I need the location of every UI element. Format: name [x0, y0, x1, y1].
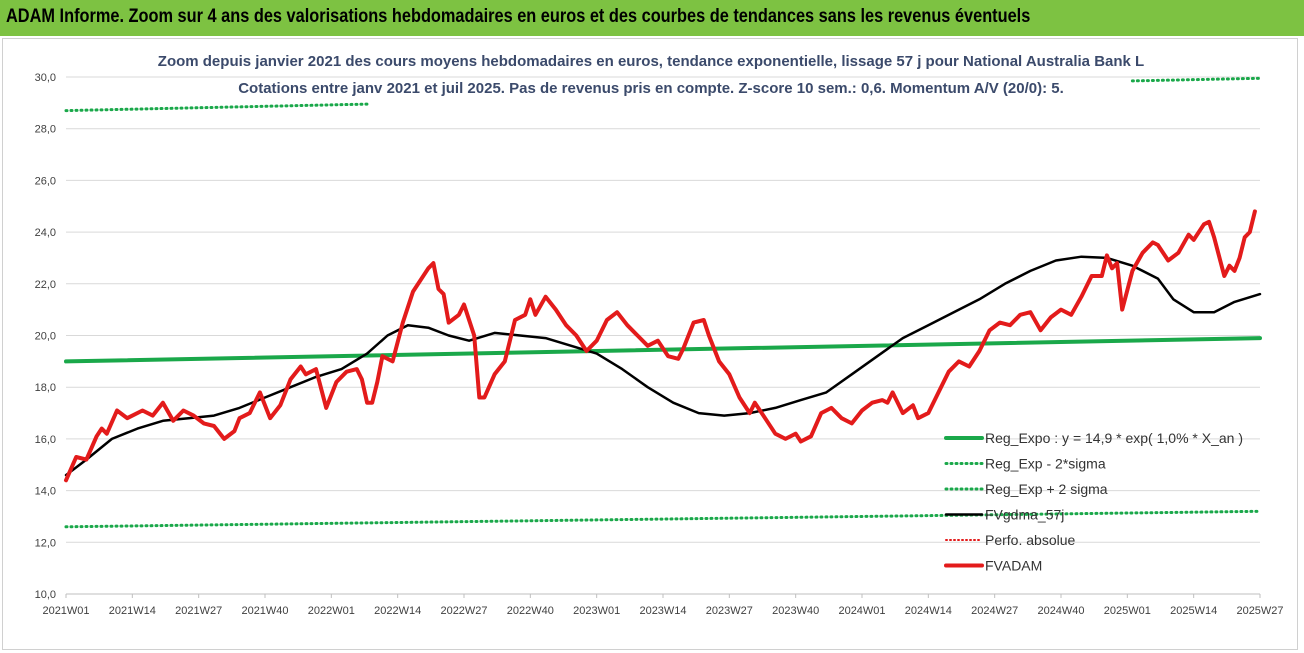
- y-tick-label: 26,0: [35, 175, 56, 187]
- legend-label: FVADAM: [985, 558, 1042, 574]
- series-lines: [64, 76, 1262, 529]
- y-tick-label: 12,0: [35, 537, 56, 549]
- x-tick-label: 2023W40: [772, 605, 819, 617]
- x-tick-label: 2024W01: [838, 605, 885, 617]
- x-tick-label: 2023W14: [639, 605, 686, 617]
- x-tick-label: 2022W27: [440, 605, 487, 617]
- series-line-reg-exp-2-sigma: [64, 509, 1262, 529]
- y-tick-label: 10,0: [35, 589, 56, 601]
- legend: Reg_Expo : y = 14,9 * exp( 1,0% * X_an )…: [944, 430, 1243, 574]
- x-tick-label: 2024W27: [971, 605, 1018, 617]
- x-tick-label: 2025W14: [1170, 605, 1217, 617]
- series-line-fvadam: [64, 209, 1257, 483]
- report-title: ADAM Informe. Zoom sur 4 ans des valoris…: [6, 6, 1031, 27]
- legend-label: Reg_Exp + 2 sigma: [985, 481, 1108, 497]
- report-banner: ADAM Informe. Zoom sur 4 ans des valoris…: [0, 0, 1304, 38]
- x-tick-label: 2021W40: [241, 605, 288, 617]
- x-tick-label: 2022W14: [374, 605, 421, 617]
- series-line-reg-exp-2-sigma: [64, 102, 369, 113]
- x-tick-label: 2022W40: [507, 605, 554, 617]
- chart-title-line-1: Zoom depuis janvier 2021 des cours moyen…: [158, 53, 1144, 70]
- y-tick-label: 22,0: [35, 279, 56, 291]
- y-tick-label: 16,0: [35, 434, 56, 446]
- x-tick-label: 2021W27: [175, 605, 222, 617]
- x-tick-label: 2021W14: [109, 605, 156, 617]
- x-tick-label: 2024W40: [1037, 605, 1084, 617]
- chart-title-line-2: Cotations entre janv 2021 et juil 2025. …: [238, 80, 1064, 97]
- axes: 10,0 12,0 14,0 16,0 18,0 20,0 22,0 24,0 26,0 28,0…: [35, 72, 1284, 617]
- x-tick-label: 2025W01: [1104, 605, 1151, 617]
- y-tick-label: 18,0: [35, 382, 56, 394]
- legend-label: FVgdma_57j: [985, 507, 1064, 523]
- x-tick-label: 2023W27: [706, 605, 753, 617]
- y-tick-label: 30,0: [35, 72, 56, 84]
- x-tick-label: 2024W14: [905, 605, 952, 617]
- y-tick-label: 28,0: [35, 124, 56, 136]
- x-tick-label: 2022W01: [308, 605, 355, 617]
- series-line-fvgdma-57j: [64, 255, 1262, 477]
- x-tick-label: 2025W27: [1236, 605, 1283, 617]
- series-line-reg-exp-2-sigma: [1130, 76, 1262, 83]
- y-tick-label: 20,0: [35, 331, 56, 343]
- x-tick-label: 2023W01: [573, 605, 620, 617]
- y-tick-label: 14,0: [35, 486, 56, 498]
- x-tick-label: 2021W01: [42, 605, 89, 617]
- legend-label: Perfo. absolue: [985, 532, 1075, 548]
- y-tick-label: 24,0: [35, 227, 56, 239]
- gridlines: [66, 76, 1260, 595]
- legend-label: Reg_Expo : y = 14,9 * exp( 1,0% * X_an ): [985, 430, 1243, 446]
- legend-label: Reg_Exp - 2*sigma: [985, 456, 1106, 472]
